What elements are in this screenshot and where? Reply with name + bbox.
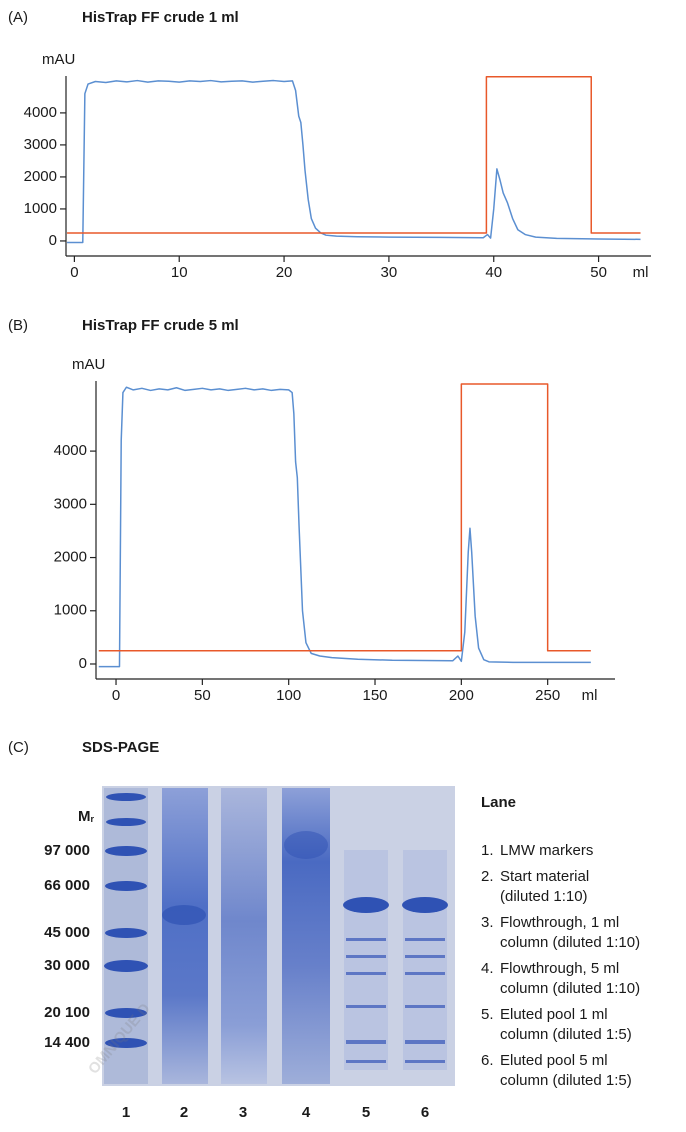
legend-text: column (diluted 1:5) bbox=[500, 1026, 632, 1043]
legend-text: Flowthrough, 5 ml bbox=[500, 960, 619, 977]
legend-number: 3. bbox=[481, 914, 494, 931]
chart-title: HisTrap FF crude 5 ml bbox=[82, 317, 239, 334]
lane-number: 3 bbox=[239, 1104, 247, 1121]
gel-title: SDS-PAGE bbox=[82, 739, 159, 756]
x-tick-label: 0 bbox=[70, 264, 78, 281]
legend-number: 1. bbox=[481, 842, 494, 859]
legend-number: 4. bbox=[481, 960, 494, 977]
x-tick-label: 100 bbox=[276, 687, 301, 704]
x-tick-label: 50 bbox=[194, 687, 211, 704]
lane-number: 5 bbox=[362, 1104, 370, 1121]
x-tick-label: 10 bbox=[171, 264, 188, 281]
y-tick-label: 4000 bbox=[24, 104, 57, 121]
legend-text: column (diluted 1:5) bbox=[500, 1072, 632, 1089]
x-tick-label: 40 bbox=[485, 264, 502, 281]
x-tick-label: 200 bbox=[449, 687, 474, 704]
lane-number: 6 bbox=[421, 1104, 429, 1121]
x-tick-label: 20 bbox=[276, 264, 293, 281]
legend-title: Lane bbox=[481, 794, 516, 811]
data-line bbox=[67, 75, 641, 234]
legend-text: Eluted pool 1 ml bbox=[500, 1006, 608, 1023]
y-axis-label: mAU bbox=[72, 356, 105, 373]
x-tick-label: 150 bbox=[362, 687, 387, 704]
legend-text: LMW markers bbox=[500, 842, 593, 859]
marker-label: 97 000 bbox=[44, 842, 90, 859]
x-tick-label: 30 bbox=[381, 264, 398, 281]
legend-number: 2. bbox=[481, 868, 494, 885]
y-tick-label: 4000 bbox=[54, 442, 87, 459]
data-line bbox=[98, 383, 591, 652]
marker-label: 66 000 bbox=[44, 877, 90, 894]
x-tick-label: 0 bbox=[112, 687, 120, 704]
lane-number: 2 bbox=[180, 1104, 188, 1121]
legend-text: column (diluted 1:10) bbox=[500, 934, 640, 951]
x-tick-label: 50 bbox=[590, 264, 607, 281]
panel-label: (C) bbox=[8, 739, 29, 756]
data-line bbox=[98, 386, 591, 668]
y-tick-label: 1000 bbox=[54, 602, 87, 619]
y-tick-label: 1000 bbox=[24, 200, 57, 217]
legend-text: Start material bbox=[500, 868, 589, 885]
x-tick-label: 250 bbox=[535, 687, 560, 704]
panel-label: (A) bbox=[8, 9, 28, 26]
marker-label: 45 000 bbox=[44, 924, 90, 941]
mr-label: Mr bbox=[78, 808, 95, 825]
y-tick-label: 3000 bbox=[24, 136, 57, 153]
data-line bbox=[67, 79, 641, 244]
y-tick-label: 2000 bbox=[24, 168, 57, 185]
mr-main: M bbox=[78, 808, 91, 825]
y-tick-label: 0 bbox=[79, 655, 87, 672]
y-tick-label: 2000 bbox=[54, 549, 87, 566]
x-axis-label: ml bbox=[633, 264, 649, 281]
legend-text: (diluted 1:10) bbox=[500, 888, 588, 905]
marker-label: 20 100 bbox=[44, 1004, 90, 1021]
gel-image bbox=[102, 786, 455, 1086]
lane-number: 4 bbox=[302, 1104, 311, 1121]
legend-number: 5. bbox=[481, 1006, 494, 1023]
legend-text: Eluted pool 5 ml bbox=[500, 1052, 608, 1069]
legend-text: Flowthrough, 1 ml bbox=[500, 914, 619, 931]
marker-label: 14 400 bbox=[44, 1034, 90, 1051]
chart-title: HisTrap FF crude 1 ml bbox=[82, 9, 239, 26]
y-tick-label: 0 bbox=[49, 232, 57, 249]
legend-text: column (diluted 1:10) bbox=[500, 980, 640, 997]
y-tick-label: 3000 bbox=[54, 495, 87, 512]
x-axis-label: ml bbox=[582, 687, 598, 704]
legend-number: 6. bbox=[481, 1052, 494, 1069]
mr-sub: r bbox=[91, 814, 95, 824]
y-axis-label: mAU bbox=[42, 51, 75, 68]
panel-label: (B) bbox=[8, 317, 28, 334]
lane-number: 1 bbox=[122, 1104, 130, 1121]
marker-label: 30 000 bbox=[44, 957, 90, 974]
